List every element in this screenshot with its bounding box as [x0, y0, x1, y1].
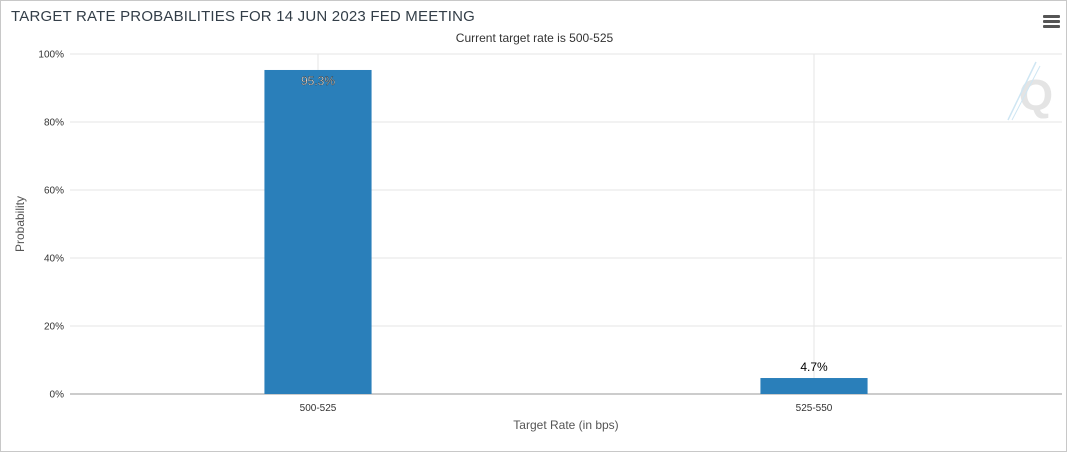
y-axis-ticks: 0% 20% 40% 60% 80% 100% [38, 50, 64, 401]
data-label: 95.3% [301, 74, 335, 88]
y-tick-label: 60% [44, 186, 64, 197]
x-tick-label: 500-525 [300, 403, 337, 414]
y-tick-label: 40% [44, 254, 64, 265]
data-labels: 95.3% 4.7% [301, 74, 828, 374]
y-tick-label: 80% [44, 118, 64, 129]
data-label: 4.7% [800, 360, 828, 374]
grid [70, 53, 1062, 395]
x-axis-ticks: 500-525 525-550 [300, 403, 833, 414]
y-axis-title: Probability [13, 196, 27, 252]
svg-text:Q: Q [1019, 71, 1053, 120]
bars [264, 69, 868, 394]
y-tick-label: 20% [44, 322, 64, 333]
x-tick-label: 525-550 [796, 403, 833, 414]
y-tick-label: 100% [38, 50, 64, 61]
bar[interactable] [760, 378, 868, 394]
q-logo-icon: Q [1007, 61, 1053, 121]
bar[interactable] [264, 69, 372, 394]
chart-title: TARGET RATE PROBABILITIES FOR 14 JUN 202… [11, 8, 476, 25]
y-tick-label: 0% [50, 390, 65, 401]
x-axis-title: Target Rate (in bps) [513, 418, 618, 432]
chart-subtitle: Current target rate is 500-525 [455, 31, 614, 45]
hamburger-menu-icon[interactable] [1043, 15, 1060, 30]
